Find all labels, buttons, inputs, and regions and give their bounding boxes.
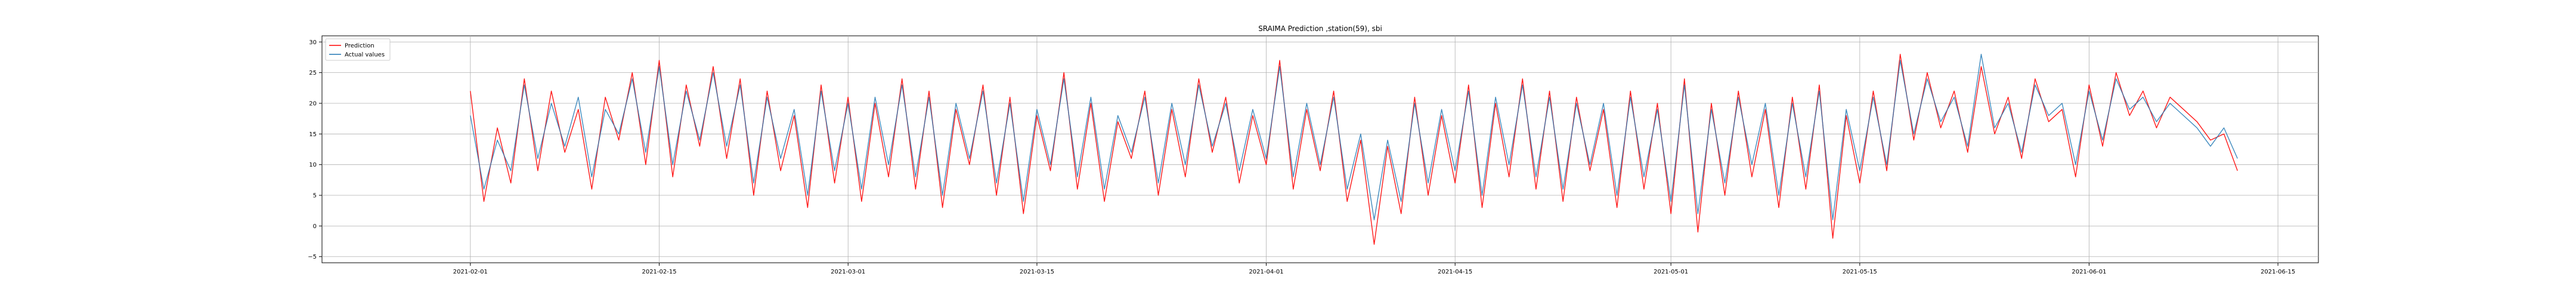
x-tick-label: 2021-03-01 [831, 269, 865, 275]
y-tick-label: 0 [313, 223, 317, 230]
x-tick-label: 2021-02-01 [453, 269, 488, 275]
x-tick-label: 2021-06-01 [2072, 269, 2106, 275]
x-tick-label: 2021-04-01 [1249, 269, 1283, 275]
legend-label: Actual values [345, 52, 385, 59]
series-layer [470, 54, 2238, 245]
y-tick-label: 10 [309, 162, 317, 168]
y-tick-label: −5 [308, 254, 317, 260]
y-tick-label: 25 [309, 70, 317, 76]
x-tick-label: 2021-05-01 [1654, 269, 1688, 275]
x-tick-label: 2021-03-15 [1020, 269, 1054, 275]
y-tick-label: 30 [309, 39, 317, 46]
x-tick-label: 2021-05-15 [1843, 269, 1877, 275]
series-line-actual-values [470, 54, 2238, 220]
legend-box [325, 38, 391, 61]
y-tick-label: 15 [309, 131, 317, 138]
plot-area [321, 35, 2319, 263]
legend: Prediction Actual values [325, 38, 391, 61]
x-tick-label: 2021-06-15 [2261, 269, 2295, 275]
x-tick-label: 2021-04-15 [1438, 269, 1472, 275]
y-tick-label: 20 [309, 100, 317, 107]
axes: −5 0 5 10 15 20 25 30 2021-02-01 2021-02-15 2021-0… [308, 39, 2295, 275]
y-tick-label: 5 [313, 193, 317, 199]
x-tick-label: 2021-02-15 [642, 269, 676, 275]
series-line-prediction [470, 54, 2238, 245]
grid [322, 36, 2318, 263]
chart-title: SRAIMA Prediction ,station(59), sbi [1258, 24, 1382, 33]
legend-label: Prediction [345, 43, 374, 50]
